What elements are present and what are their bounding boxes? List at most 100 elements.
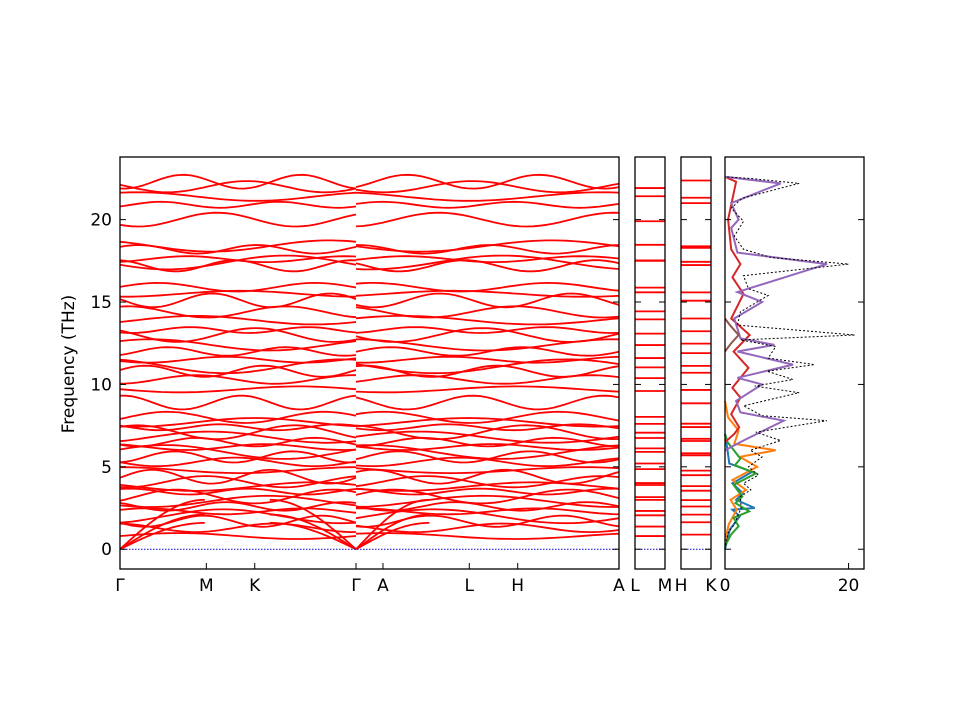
band-line xyxy=(355,488,620,505)
x-tick-label: M xyxy=(658,576,673,596)
panel-frame xyxy=(119,156,620,570)
y-tick-label: 20 xyxy=(90,211,112,231)
band-line xyxy=(355,259,620,273)
panel-frame xyxy=(724,156,865,570)
band-line xyxy=(119,456,357,468)
y-axis-label: Frequency (THz) xyxy=(59,295,79,434)
y-tick-label: 10 xyxy=(90,375,112,395)
band-line xyxy=(355,394,620,411)
band-line xyxy=(119,180,357,194)
band-line xyxy=(119,211,357,228)
band-line xyxy=(119,443,357,451)
band-line xyxy=(119,239,357,253)
acoustic-branch xyxy=(269,513,357,550)
acoustic-branch xyxy=(269,522,357,551)
dos-partial-curve xyxy=(724,433,759,547)
dos-partial-curve xyxy=(724,400,776,542)
acoustic-branch xyxy=(355,522,430,550)
band-line xyxy=(119,423,357,432)
band-line xyxy=(355,191,620,202)
band-line xyxy=(119,532,357,540)
band-line xyxy=(355,305,620,319)
band-line xyxy=(119,346,357,357)
band-line xyxy=(355,292,620,309)
dos-x-tick-label: 20 xyxy=(838,576,860,596)
band-line xyxy=(119,507,357,516)
band-line xyxy=(355,374,620,385)
dos-curves xyxy=(724,175,855,550)
band-line xyxy=(355,211,620,228)
band-line xyxy=(119,430,357,444)
band-line xyxy=(119,200,357,209)
band-line xyxy=(355,522,620,533)
band-line xyxy=(119,374,356,385)
band-line xyxy=(120,466,356,474)
band-line xyxy=(355,436,620,448)
band-line xyxy=(119,501,357,512)
band-line xyxy=(119,450,357,464)
band-line xyxy=(355,430,620,444)
band-line xyxy=(119,191,357,202)
band-line xyxy=(355,532,620,540)
band-line xyxy=(355,282,620,293)
band-line xyxy=(355,346,620,357)
y-tick-label: 5 xyxy=(101,458,112,478)
panel-frame xyxy=(680,156,712,570)
acoustic-branch xyxy=(119,513,205,550)
band-line xyxy=(119,417,357,428)
band-line xyxy=(355,200,620,209)
band-line xyxy=(355,326,620,334)
band-line xyxy=(119,173,357,190)
band-line xyxy=(119,436,357,448)
y-tick-label: 15 xyxy=(90,293,112,313)
band-line xyxy=(355,255,620,263)
band-line xyxy=(355,487,620,496)
x-tick-label: H xyxy=(511,576,524,596)
band-line xyxy=(355,315,620,326)
x-tick-label: L xyxy=(630,576,640,596)
band-line xyxy=(119,424,357,440)
x-tick-label: K xyxy=(705,576,717,596)
band-line xyxy=(119,358,357,375)
band-line xyxy=(119,315,357,326)
y-tick-label: 0 xyxy=(101,540,112,560)
band-line xyxy=(355,239,620,253)
band-line xyxy=(119,355,357,364)
x-tick-label: Γ xyxy=(115,576,125,596)
band-line xyxy=(355,289,620,298)
band-line xyxy=(119,327,357,343)
band-line xyxy=(355,327,620,343)
band-line xyxy=(119,410,357,424)
acoustic-branch xyxy=(355,498,430,550)
panel-frame xyxy=(634,156,666,570)
acoustic-branch xyxy=(119,522,205,551)
band-line xyxy=(355,385,620,394)
dos-x-tick-label: 0 xyxy=(720,576,731,596)
band-line xyxy=(119,494,357,508)
band-line xyxy=(119,522,357,533)
acoustic-branch xyxy=(269,498,357,550)
band-line xyxy=(119,364,357,378)
x-tick-label: A xyxy=(377,576,389,596)
x-tick-label: K xyxy=(249,576,261,596)
band-line xyxy=(119,326,357,334)
band-line xyxy=(355,514,620,528)
band-structure-lines xyxy=(119,173,711,551)
band-line xyxy=(355,254,620,271)
band-line xyxy=(119,385,357,394)
band-line xyxy=(355,466,620,474)
band-line xyxy=(355,424,620,440)
band-line xyxy=(355,494,619,508)
band-line xyxy=(355,355,620,364)
band-line xyxy=(355,180,620,194)
band-line xyxy=(120,394,357,411)
acoustic-branch xyxy=(355,513,430,550)
band-line xyxy=(355,423,620,432)
acoustic-branch xyxy=(119,498,205,550)
x-tick-label: Γ xyxy=(351,576,361,596)
band-line xyxy=(355,417,620,428)
band-line xyxy=(355,475,620,489)
x-tick-label: H xyxy=(675,576,688,596)
band-line xyxy=(119,305,357,319)
